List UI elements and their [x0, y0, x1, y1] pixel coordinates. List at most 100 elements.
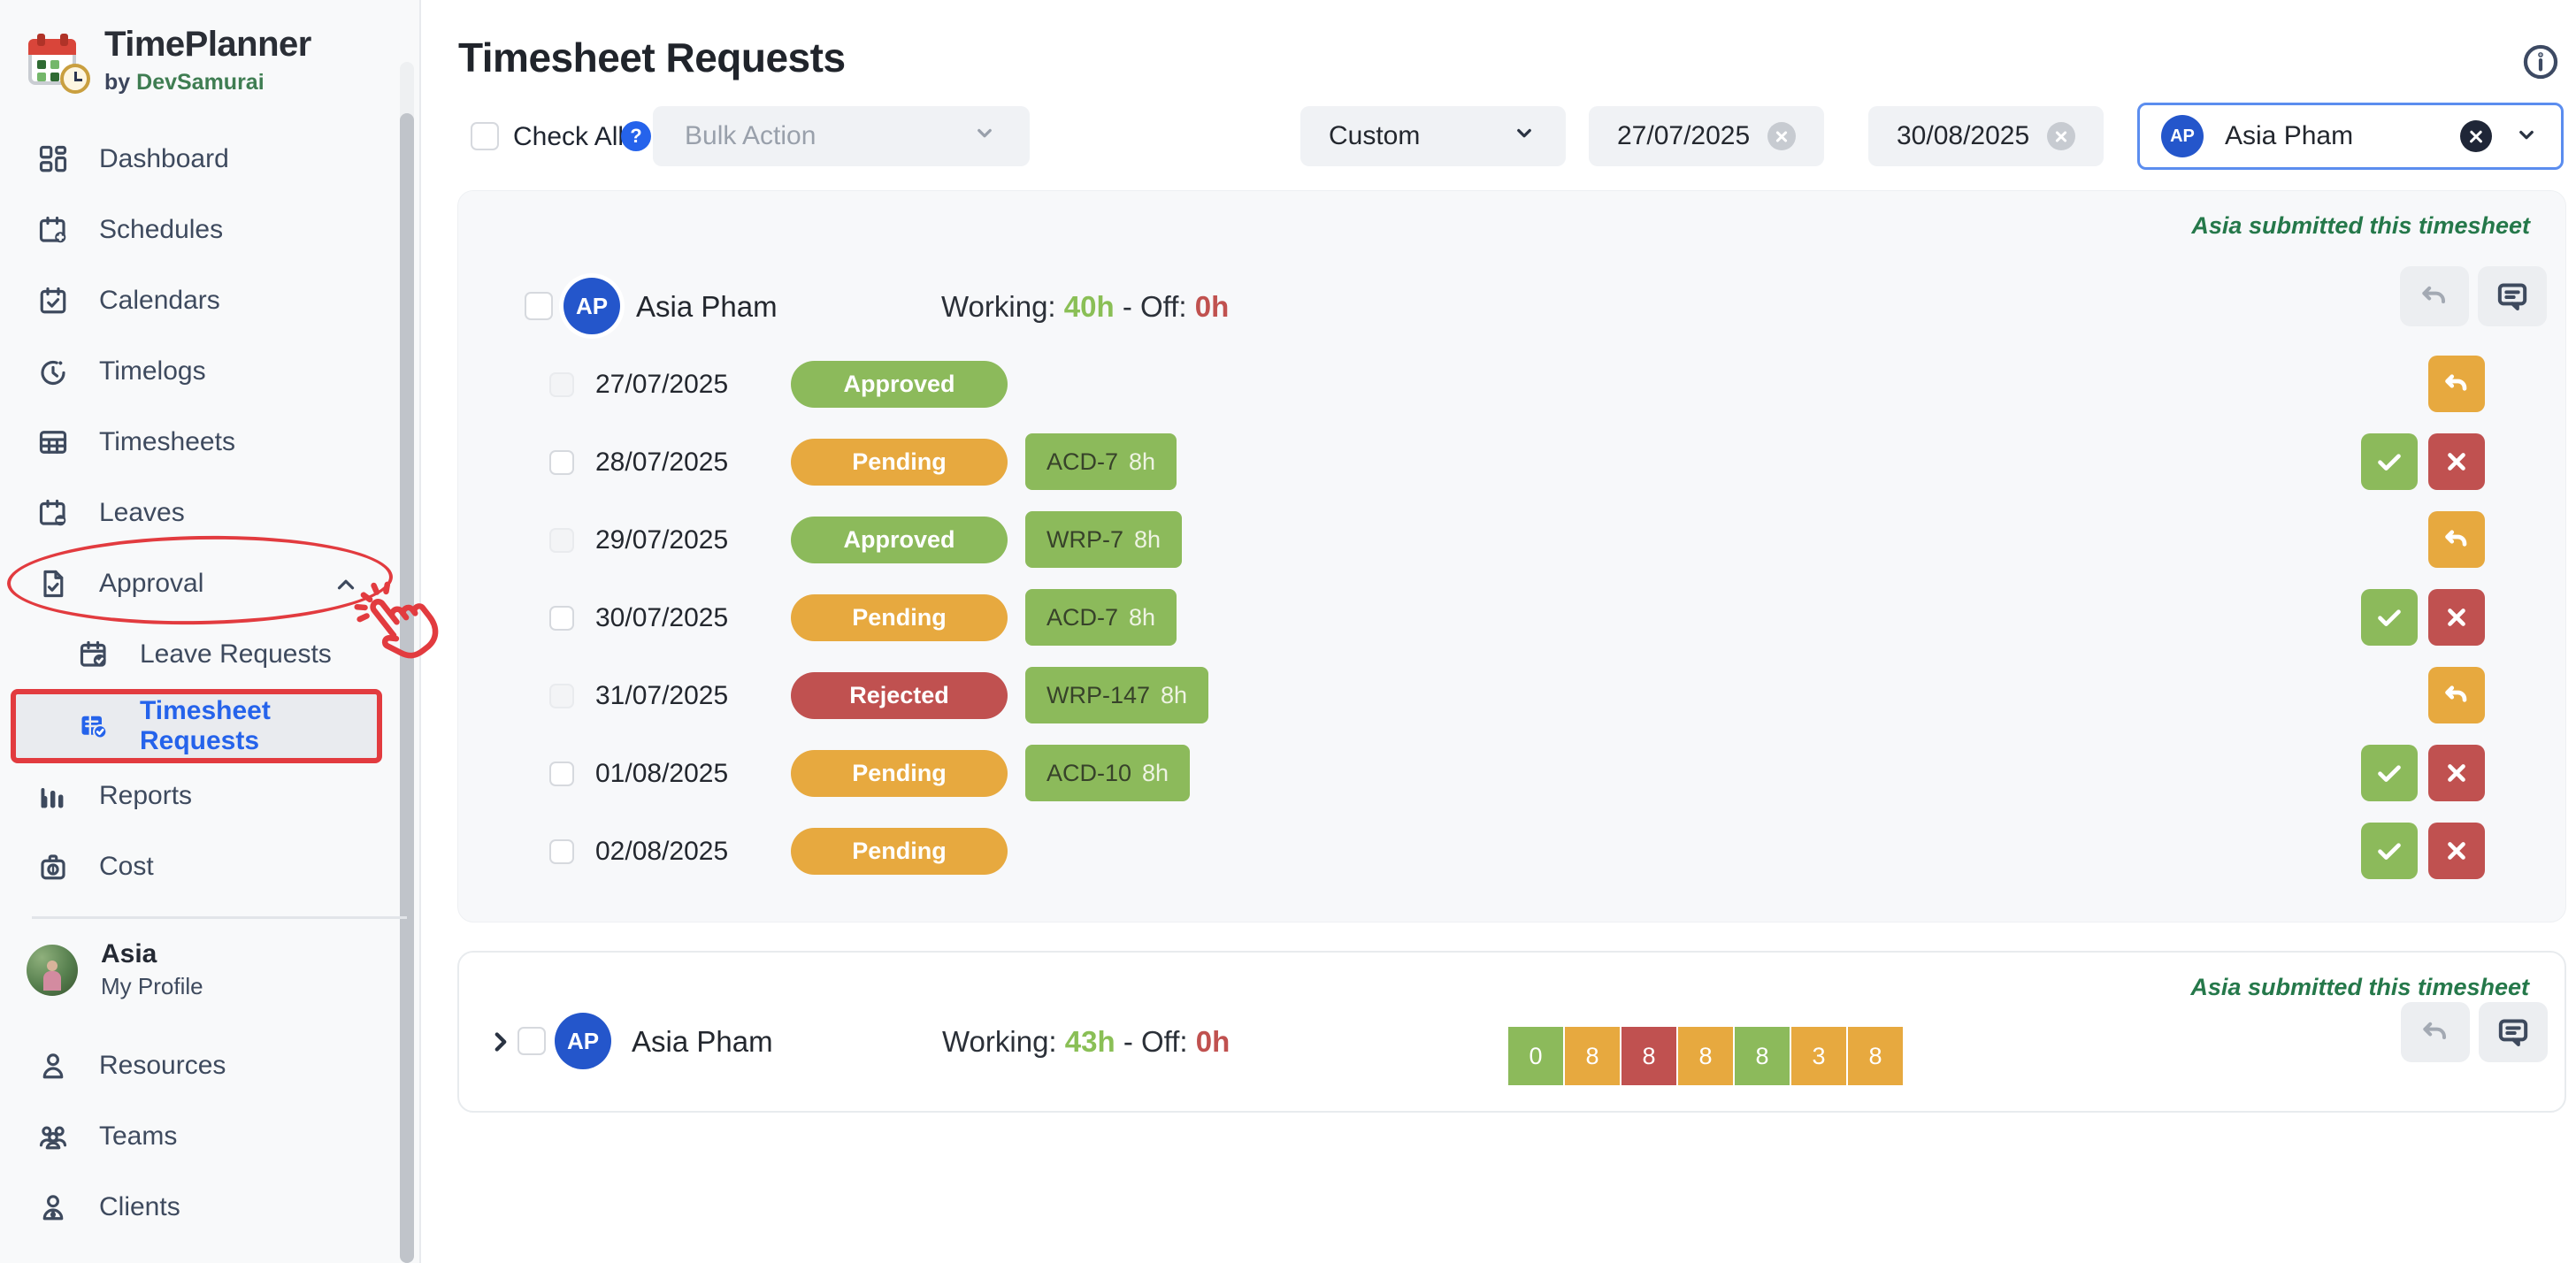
sidebar-item-approval[interactable]: Approval — [0, 548, 398, 619]
timesheet-row: 29/07/2025 Approved WRP-7 8h — [458, 501, 2565, 578]
task-chip: ACD-7 8h — [1025, 589, 1177, 646]
member-row: AP Asia Pham Working: 40h - Off: 0h — [458, 253, 2565, 359]
clear-date-icon[interactable] — [1767, 122, 1796, 150]
status-badge: Approved — [791, 517, 1008, 563]
sidebar-item-resources[interactable]: Resources — [0, 1030, 398, 1101]
clock-icon — [37, 356, 69, 387]
calendar-plus-icon — [37, 214, 69, 246]
task-chip: ACD-10 8h — [1025, 745, 1191, 801]
sidebar-item-dashboard[interactable]: Dashboard — [0, 124, 398, 195]
row-checkbox-disabled — [549, 528, 574, 553]
row-date: 01/08/2025 — [595, 759, 729, 788]
reject-button[interactable] — [2428, 433, 2485, 490]
clear-person-icon[interactable] — [2460, 120, 2492, 152]
sidebar-item-leave-requests[interactable]: Leave Requests — [0, 619, 398, 690]
sidebar-item-timelogs[interactable]: Timelogs — [0, 336, 398, 407]
day-chip: 3 — [1791, 1027, 1846, 1085]
task-chip: WRP-7 8h — [1025, 511, 1183, 568]
expand-chevron-icon[interactable] — [486, 1027, 516, 1061]
approve-button[interactable] — [2361, 433, 2418, 490]
sidebar-item-reports[interactable]: Reports — [0, 761, 398, 831]
row-date: 29/07/2025 — [595, 525, 729, 555]
date-range-select[interactable]: Custom — [1300, 106, 1566, 166]
approve-button[interactable] — [2361, 823, 2418, 879]
sidebar-item-clients[interactable]: Clients — [0, 1172, 398, 1243]
bar-chart-icon — [37, 780, 69, 812]
timesheet-card-collapsed: Asia submitted this timesheet AP Asia Ph… — [457, 951, 2566, 1113]
table-icon — [37, 426, 69, 458]
row-checkbox[interactable] — [549, 606, 574, 631]
row-checkbox[interactable] — [549, 450, 574, 475]
approve-button[interactable] — [2361, 745, 2418, 801]
reject-button[interactable] — [2428, 745, 2485, 801]
undo-all-button[interactable] — [2400, 266, 2469, 326]
person-avatar: AP — [2161, 115, 2204, 157]
sidebar-item-teams[interactable]: Teams — [0, 1101, 398, 1172]
undo-button[interactable] — [2428, 511, 2485, 568]
sidebar-item-timesheet-requests[interactable]: Timesheet Requests — [11, 689, 382, 763]
status-badge: Rejected — [791, 672, 1008, 719]
help-badge[interactable]: ? — [621, 121, 651, 151]
chevron-down-icon — [2513, 121, 2540, 152]
document-check-icon — [37, 568, 69, 600]
sidebar-item-calendars[interactable]: Calendars — [0, 265, 398, 336]
row-date: 30/07/2025 — [595, 603, 729, 632]
check-all-checkbox[interactable] — [471, 122, 499, 150]
chevron-down-icon — [1511, 119, 1537, 153]
person-tie-icon — [37, 1191, 69, 1223]
reject-button[interactable] — [2428, 589, 2485, 646]
day-chip: 8 — [1735, 1027, 1790, 1085]
row-checkbox-disabled — [549, 372, 574, 397]
chevron-up-icon[interactable] — [333, 571, 359, 602]
divider — [32, 916, 407, 919]
sidebar-profile[interactable]: Asia My Profile — [27, 939, 203, 1000]
row-checkbox[interactable] — [549, 839, 574, 864]
timesheet-row: 28/07/2025 Pending ACD-7 8h — [458, 423, 2565, 501]
calendar-check-icon — [37, 285, 69, 317]
app-byline: by DevSamurai — [104, 70, 264, 95]
approve-button[interactable] — [2361, 589, 2418, 646]
task-chip: WRP-147 8h — [1025, 667, 1209, 723]
sidebar-item-cost[interactable]: Cost — [0, 831, 398, 902]
row-checkbox[interactable] — [549, 762, 574, 786]
row-date: 31/07/2025 — [595, 681, 729, 710]
day-chip: 8 — [1565, 1027, 1620, 1085]
info-icon[interactable] — [2521, 42, 2560, 81]
timesheet-row: 02/08/2025 Pending — [458, 812, 2565, 890]
day-chip: 8 — [1678, 1027, 1733, 1085]
status-badge: Approved — [791, 361, 1008, 408]
comment-button[interactable] — [2479, 1002, 2548, 1062]
timesheet-rows: 27/07/2025 Approved 28/07/2025 Pending A… — [458, 345, 2565, 890]
undo-button[interactable] — [2428, 667, 2485, 723]
member-name: Asia Pham — [632, 1025, 773, 1058]
main-content: Timesheet Requests Check All ? Bulk Acti… — [423, 0, 2576, 1263]
task-chip: ACD-7 8h — [1025, 433, 1177, 490]
undo-button[interactable] — [2428, 356, 2485, 412]
reject-button[interactable] — [2428, 823, 2485, 879]
bulk-action-select[interactable]: Bulk Action — [653, 106, 1030, 166]
member-name: Asia Pham — [636, 290, 778, 323]
clear-date-icon[interactable] — [2047, 122, 2075, 150]
member-checkbox[interactable] — [518, 1027, 546, 1055]
day-chip: 0 — [1508, 1027, 1563, 1085]
sidebar-scrollbar-thumb[interactable] — [400, 113, 414, 1263]
app-logo: TimePlanner by DevSamurai — [27, 25, 311, 96]
row-date: 02/08/2025 — [595, 837, 729, 866]
app-name: TimePlanner — [104, 25, 311, 64]
profile-avatar — [27, 944, 78, 996]
sidebar-item-schedules[interactable]: Schedules — [0, 195, 398, 265]
money-bag-icon — [37, 851, 69, 883]
day-chip: 8 — [1622, 1027, 1676, 1085]
sidebar-item-leaves[interactable]: Leaves — [0, 478, 398, 548]
undo-all-button[interactable] — [2401, 1002, 2470, 1062]
page-title: Timesheet Requests — [458, 34, 846, 80]
working-summary: Working: 43h - Off: 0h — [942, 1025, 1230, 1058]
date-from-input[interactable]: 27/07/2025 — [1589, 106, 1824, 166]
person-filter-select[interactable]: AP Asia Pham — [2137, 103, 2564, 170]
member-checkbox[interactable] — [525, 292, 553, 320]
row-date: 27/07/2025 — [595, 370, 729, 399]
comment-button[interactable] — [2478, 266, 2547, 326]
sidebar-item-timesheets[interactable]: Timesheets — [0, 407, 398, 478]
person-icon — [37, 1050, 69, 1082]
date-to-input[interactable]: 30/08/2025 — [1868, 106, 2104, 166]
